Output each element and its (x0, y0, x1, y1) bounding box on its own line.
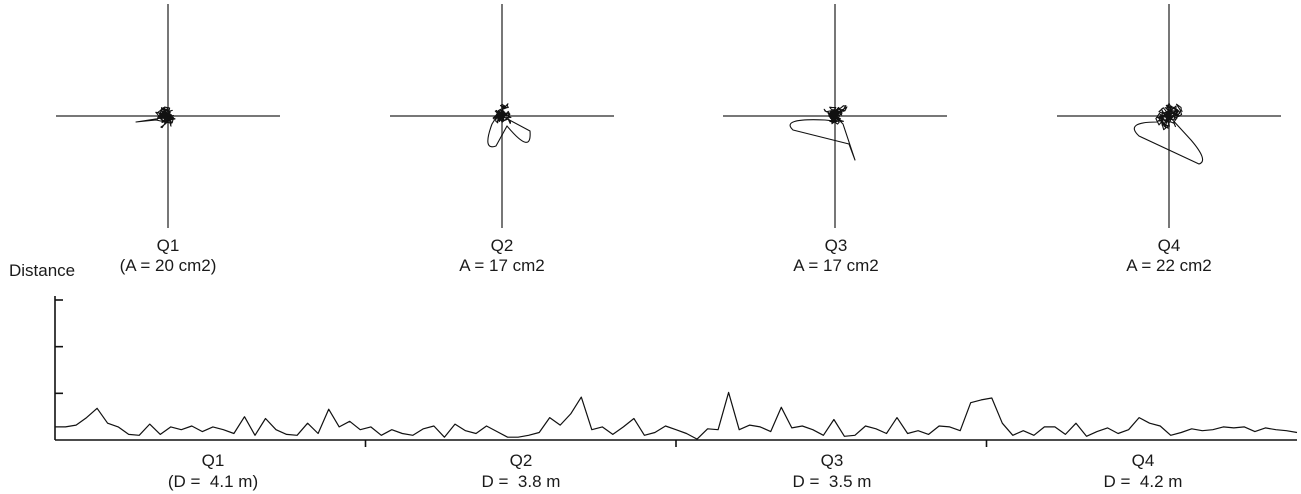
stabilogram-trace-q4 (1133, 103, 1204, 165)
distance-label-q4-name: Q4 (1131, 451, 1155, 470)
stabilogram-label-q4-area: A = 22 cm2 (1126, 256, 1212, 275)
distance-label-q3-name: Q3 (820, 451, 844, 470)
distance-label-q2-value: D = 3.8 m (481, 472, 561, 491)
stabilogram-label-q2-area: A = 17 cm2 (459, 256, 545, 275)
stabilogram-label-q3-name: Q3 (824, 236, 848, 255)
stabilogram-label-q2-name: Q2 (490, 236, 514, 255)
stabilogram-trace-q2 (487, 103, 531, 148)
distance-label-q3-value: D = 3.5 m (792, 472, 872, 491)
distance-label-q4-value: D = 4.2 m (1103, 472, 1183, 491)
distance-label-q1-value: (D = 4.1 m) (167, 472, 259, 491)
distance-series-line (55, 391, 1298, 440)
distance-line (55, 391, 1298, 440)
stabilogram-label-q3-area: A = 17 cm2 (793, 256, 879, 275)
stabilogram-trace-q1 (135, 106, 176, 129)
distance-label-q2-name: Q2 (509, 451, 533, 470)
stabilogram-label-q4-name: Q4 (1157, 236, 1181, 255)
distance-axis-title: Distance (9, 261, 76, 280)
stabilogram-traces (135, 103, 1204, 165)
stabilogram-trace-q3 (789, 105, 856, 161)
stabilogram-label-q1-name: Q1 (156, 236, 180, 255)
distance-label-q1-name: Q1 (201, 451, 225, 470)
stabilogram-crosses (56, 4, 1281, 228)
distance-axes (54, 296, 1297, 447)
stabilogram-label-q1-area: (A = 20 cm2) (119, 256, 217, 275)
